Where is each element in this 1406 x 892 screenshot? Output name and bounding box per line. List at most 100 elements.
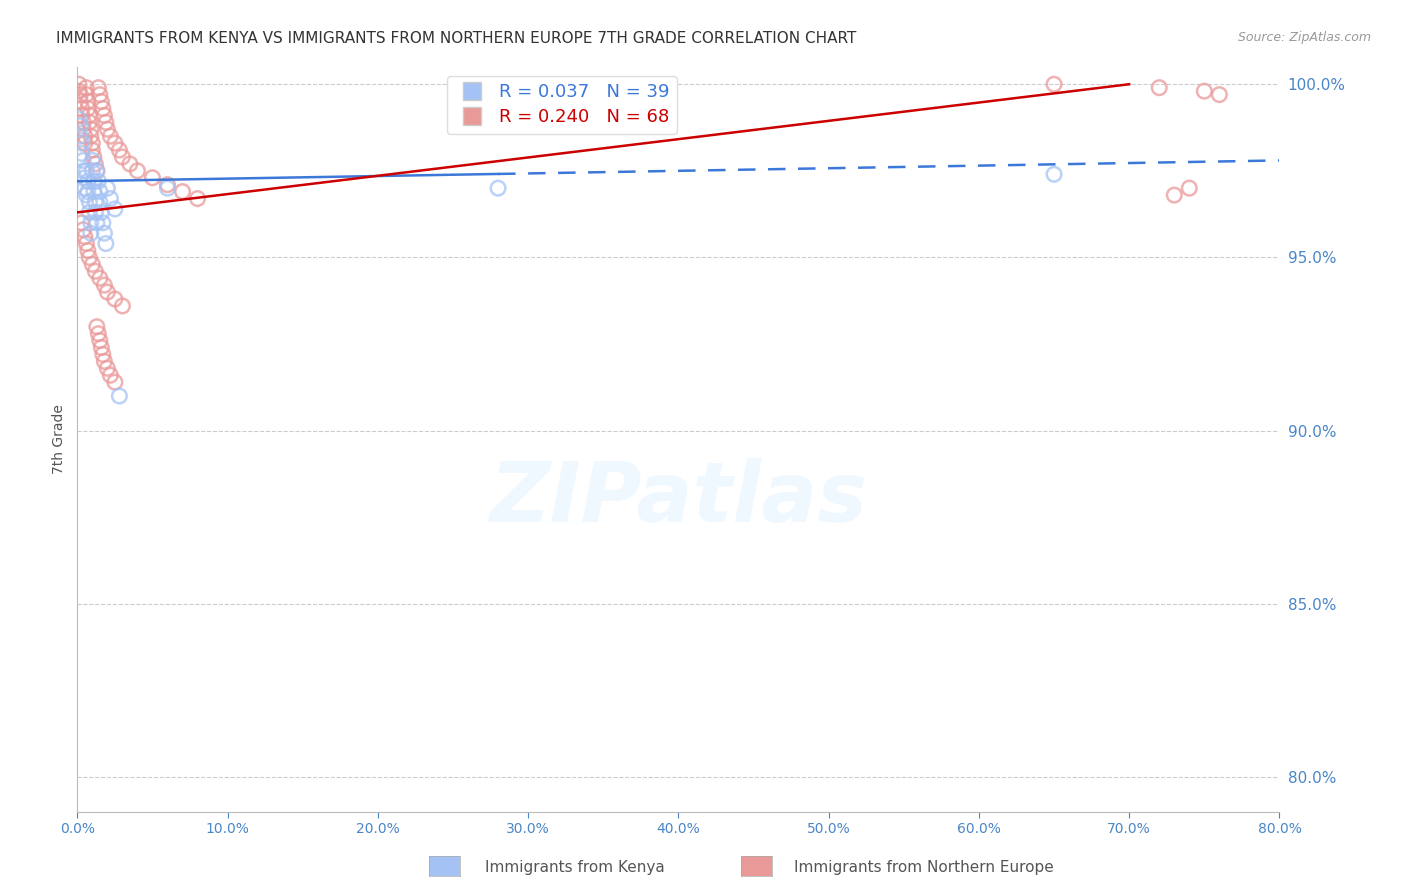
Point (104, 375, 127, 389)
Point (93, 354, 115, 368)
Point (76, 244, 98, 258)
Point (67, 77, 90, 91)
Point (141, 170, 163, 185)
Point (80, 122, 103, 136)
Point (73, 129, 96, 144)
Point (69, 87, 91, 102)
Point (70, 216, 93, 230)
Point (111, 299, 134, 313)
Point (86, 164, 108, 178)
Point (104, 202, 127, 216)
Point (94, 236, 117, 251)
Point (91, 347, 114, 361)
Point (79, 251, 101, 265)
Point (84, 205, 107, 219)
Text: IMMIGRANTS FROM KENYA VS IMMIGRANTS FROM NORTHERN EUROPE 7TH GRADE CORRELATION C: IMMIGRANTS FROM KENYA VS IMMIGRANTS FROM… (56, 31, 856, 46)
Point (73, 229, 96, 244)
Point (87, 174, 110, 188)
Legend: R = 0.037   N = 39, R = 0.240   N = 68: R = 0.037 N = 39, R = 0.240 N = 68 (447, 76, 678, 134)
Point (127, 164, 149, 178)
Point (1194, 84, 1216, 98)
Point (69, 129, 91, 144)
Point (82, 143, 104, 157)
Point (76, 95, 98, 109)
Point (100, 129, 122, 144)
Point (76, 102, 98, 116)
Point (82, 164, 104, 178)
Point (156, 178, 179, 192)
Point (1043, 77, 1066, 91)
Point (80, 216, 103, 230)
Point (70, 108, 93, 122)
Point (96, 122, 118, 136)
Point (72, 122, 94, 136)
Point (83, 150, 105, 164)
Point (91, 216, 114, 230)
Point (111, 150, 134, 164)
Point (82, 257, 104, 271)
Text: Immigrants from Northern Europe: Immigrants from Northern Europe (794, 860, 1054, 874)
Point (96, 361, 118, 376)
Point (89, 87, 111, 102)
Point (1043, 167, 1066, 181)
Point (72, 164, 94, 178)
Point (80, 226, 103, 240)
Point (84, 194, 107, 209)
Point (93, 108, 115, 122)
Point (79, 194, 101, 209)
Point (87, 80, 110, 95)
Point (80, 129, 103, 144)
Point (75, 87, 97, 102)
Point (75, 188, 97, 202)
Point (91, 102, 114, 116)
Point (86, 319, 108, 334)
Point (84, 264, 107, 278)
Point (187, 192, 209, 206)
Point (79, 108, 101, 122)
Point (76, 174, 98, 188)
Point (89, 334, 111, 348)
Point (89, 185, 111, 199)
Point (100, 192, 122, 206)
Text: Source: ZipAtlas.com: Source: ZipAtlas.com (1237, 31, 1371, 45)
Point (96, 181, 118, 195)
Point (70, 136, 93, 150)
Point (69, 95, 91, 109)
Point (118, 157, 141, 171)
Point (172, 185, 194, 199)
Point (100, 368, 122, 383)
Y-axis label: 7th Grade: 7th Grade (52, 404, 66, 475)
Point (73, 170, 96, 185)
Point (75, 164, 97, 178)
Point (75, 236, 97, 251)
Point (73, 181, 96, 195)
Point (86, 216, 108, 230)
Point (156, 181, 179, 195)
Point (93, 278, 115, 293)
Point (89, 271, 111, 285)
Point (108, 143, 131, 157)
Point (79, 115, 101, 129)
Point (104, 292, 127, 306)
Point (67, 112, 90, 126)
Text: Immigrants from Kenya: Immigrants from Kenya (485, 860, 665, 874)
Point (90, 95, 112, 109)
Point (104, 136, 127, 150)
Point (72, 115, 94, 129)
Point (82, 136, 104, 150)
Point (76, 185, 98, 199)
Point (93, 226, 115, 240)
Point (79, 205, 101, 219)
Text: ZIPatlas: ZIPatlas (489, 458, 868, 540)
Point (84, 157, 107, 171)
Point (72, 223, 94, 237)
Point (87, 326, 110, 341)
Point (70, 146, 93, 161)
Point (83, 185, 105, 199)
Point (67, 84, 90, 98)
Point (108, 389, 131, 403)
Point (1163, 188, 1185, 202)
Point (486, 181, 509, 195)
Point (82, 153, 104, 168)
Point (83, 174, 105, 188)
